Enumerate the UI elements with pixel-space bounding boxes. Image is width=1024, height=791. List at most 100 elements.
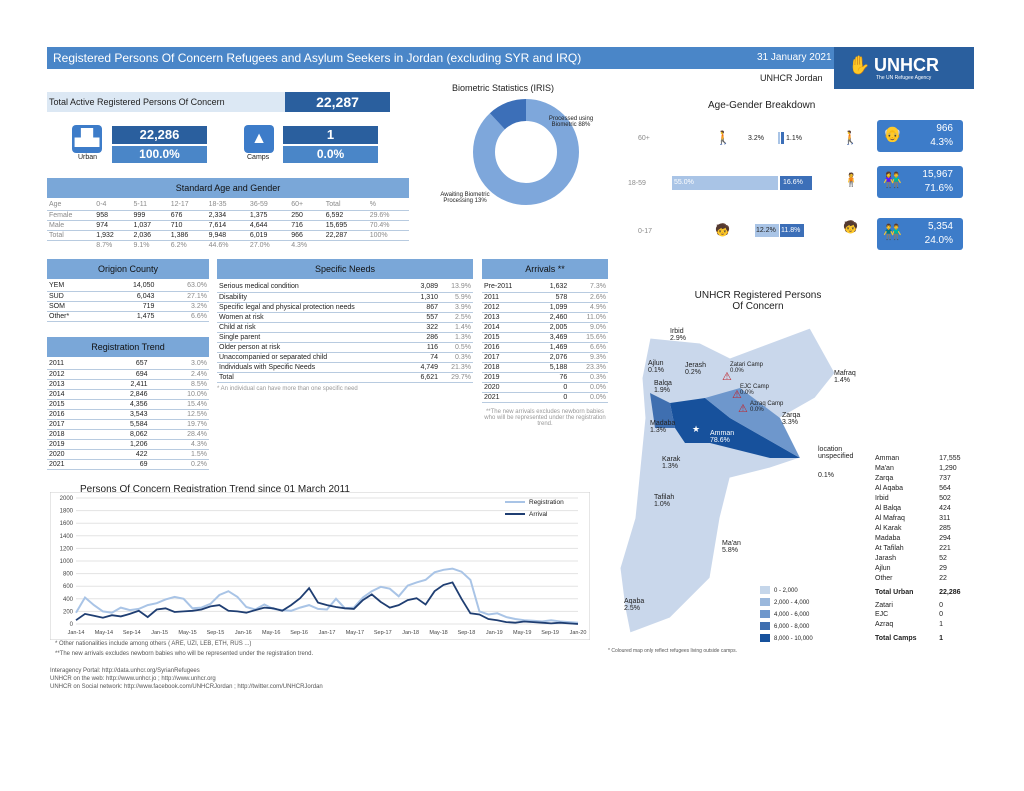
table-row: 2013 2,411 8.5% [47,379,209,390]
list-item: Al Balqa 424 [875,504,951,512]
arrivals-grid: Pre-2011 1,632 7.3% 2011 578 2.6% 2012 1,099 4… [482,282,608,403]
table-row: YEM 14,050 63.0% [47,281,209,292]
origin-table: Origion County YEM 14,050 63.0% SUD 6,043 27… [47,259,209,322]
table-row: 2021 69 0.2% [47,459,209,470]
total-label: Total Active Registered Persons Of Conce… [49,97,225,107]
y-tick-label: 1000 [60,559,74,565]
org-name: UNHCR Jordan [760,73,823,83]
chart-note-1: * Other nationalities include among othe… [55,641,252,647]
x-tick-label: Sep-14 [123,630,141,636]
amman-region [670,398,800,458]
legend-item: 2,000 - 4,000 [760,597,813,609]
origin-title: Origion County [47,259,209,279]
female-bar: 12.2% [755,224,779,237]
links-3: UNHCR on Social network: http://www.face… [50,684,323,690]
donut-awaiting-slice [473,99,579,205]
table-row: 2015 4,356 15.4% [47,399,209,410]
x-tick-label: Jan-14 [68,630,85,636]
camp-warning-icon: ⚠ [722,371,732,383]
children-icon: 👬 [883,224,902,241]
list-item: Zarqa 737 [875,474,951,482]
map-label-irbid: Irbid 2.9% [670,328,686,342]
camps-pct: 0.0% [283,146,378,163]
x-tick-label: Jan-16 [235,630,252,636]
x-tick-label: May-18 [429,630,447,636]
map-footnote: * Coloured map only reflect refugees liv… [608,648,737,654]
table-row: Child at risk 322 1.4% [217,322,473,333]
list-item: Amman 17,555 [875,454,961,462]
urban-value: 22,286 [112,126,207,144]
arrivals-title: Arrivals ** [482,259,608,279]
biometric-processed-label: Processed using Biometric 88% [548,116,594,128]
camps-label: Camps [247,154,270,161]
x-tick-label: Sep-18 [458,630,476,636]
age-total-badge: 👬 5,354 24.0% [877,218,963,250]
chart-note-2: **The new arrivals excludes newborn babi… [55,651,314,657]
list-item: Al Aqaba 564 [875,484,951,492]
table-row: Single parent 286 1.3% [217,332,473,343]
needs-note: * An individual can have more than one s… [217,385,358,392]
camps-icon: ▲ [244,125,274,153]
child-male-icon: 🧒 [843,220,858,234]
biometric-title: Biometric Statistics (IRIS) [452,83,555,93]
table-row: Total 6,621 29.7% [217,372,473,383]
table-row: Women at risk 557 2.5% [217,312,473,323]
list-item: Al Mafraq 311 [875,514,951,522]
x-tick-label: Jan-20 [570,630,587,636]
age-total-badge: 👫 15,967 71.6% [877,166,963,198]
series-line-registration [75,567,579,624]
table-row: Specific legal and physical protection n… [217,302,473,313]
map-label-aqaba: Aqaba 2.5% [624,598,645,612]
female-bar [778,132,780,144]
camp-warning-icon: ⚠ [738,403,748,415]
map-label-mafraq: Mafraq 1.4% [834,370,856,384]
age-breakdown: 60+ 🚶 3.2% 1.1% 🚶 👴 966 4.3% 18-59 55.0%… [620,120,974,260]
table-row: 2014 2,005 9.0% [482,322,608,333]
table-row: 2020 0 0.0% [482,382,608,393]
y-tick-label: 0 [70,622,74,628]
table-row: Individuals with Specific Needs 4,749 21.3… [217,362,473,373]
urban-icon: ▟▙ [72,125,102,153]
y-tick-label: 1200 [60,546,74,552]
regtrend-title: Registration Trend [47,337,209,357]
x-tick-label: May-16 [262,630,280,636]
map-label-zarqa: Zarqa 3.3% [782,412,801,426]
age-gender-table: Standard Age and Gender Age 0-4 5-11 12-17 1… [47,178,409,250]
table-row: 2018 8,062 28.4% [47,429,209,440]
male-bar: 16.6% [780,176,812,190]
total-value-box: 22,287 [285,92,390,112]
legend-item: 8,000 - 10,000 [760,633,813,645]
x-tick-label: Jan-18 [402,630,419,636]
x-tick-label: Sep-16 [290,630,308,636]
map-label-jerash: Jerash 0.2% [685,362,707,376]
legend-item: 0 - 2,000 [760,585,813,597]
arrivals-note: **The new arrivals excludes newborn babi… [484,408,606,427]
links-2: UNHCR on the web: http://www.unhcr.jo ; … [50,676,216,682]
y-tick-label: 1400 [60,534,74,540]
report-date: 31 January 2021 [757,52,832,63]
legend-item: 4,000 - 6,000 [760,609,813,621]
list-item: At Tafilah 221 [875,544,951,552]
age-breakdown-title: Age-Gender Breakdown [708,100,816,111]
legend-label: Arrival [529,511,548,518]
table-row: 2016 1,469 6.6% [482,342,608,353]
urban-pct: 100.0% [112,146,207,163]
age-gender-grid: Age 0-4 5-11 12-17 18-35 36-59 60+ Total% Femal… [47,200,409,250]
table-row: 2013 2,460 11.0% [482,312,608,323]
age-row-label: 60+ [638,135,650,142]
map-title: UNHCR Registered Persons Of Concern [694,290,822,312]
x-tick-label: Jan-19 [486,630,503,636]
table-row: 2021 0 0.0% [482,392,608,403]
table-row: Unaccompanied or separated child 74 0.3% [217,352,473,363]
map-label-karak: Karak 1.3% [662,456,681,470]
age-gender-title: Standard Age and Gender [47,178,409,198]
y-tick-label: 200 [63,609,74,615]
map-labels: Irbid 2.9% Ajlun 0.1% Jerash 0.2% Zatari Ca… [610,318,860,648]
table-row: 2016 3,543 12.5% [47,409,209,420]
y-tick-label: 1800 [60,509,74,515]
list-item: Other 22 [875,574,947,582]
female-pct: 3.2% [748,135,764,142]
map-label-unspecified: location unspecified 0.1% [818,446,854,479]
list-item: Ma'an 1,290 [875,464,957,472]
logo-text: UNHCR [874,55,939,75]
